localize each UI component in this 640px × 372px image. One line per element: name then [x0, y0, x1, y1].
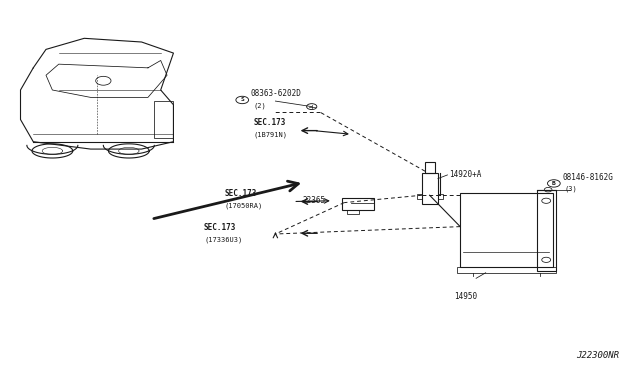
- Bar: [537, 190, 556, 271]
- Text: SEC.173: SEC.173: [225, 189, 257, 198]
- Text: (1B791N): (1B791N): [253, 131, 287, 138]
- Bar: [417, 195, 422, 199]
- Bar: [342, 198, 374, 210]
- Bar: [438, 195, 443, 199]
- Text: SEC.173: SEC.173: [204, 223, 236, 232]
- Text: SEC.173: SEC.173: [253, 118, 285, 127]
- Text: 08363-6202D: 08363-6202D: [250, 90, 301, 99]
- Bar: [425, 162, 435, 173]
- Text: (17050RA): (17050RA): [225, 202, 262, 209]
- Text: S: S: [241, 97, 244, 102]
- Bar: [422, 173, 438, 205]
- Bar: [460, 193, 552, 267]
- Text: 08146-8162G: 08146-8162G: [562, 173, 613, 182]
- Bar: [154, 101, 173, 138]
- Text: (3): (3): [564, 186, 577, 192]
- Text: 14950: 14950: [454, 292, 477, 301]
- Text: B: B: [552, 181, 556, 186]
- Bar: [457, 267, 556, 273]
- Text: (17336U3): (17336U3): [204, 237, 243, 243]
- Text: J22300NR: J22300NR: [577, 350, 620, 359]
- Bar: [348, 210, 359, 214]
- Text: 22365: 22365: [302, 196, 325, 205]
- Text: 14920+A: 14920+A: [449, 170, 482, 179]
- Text: (2): (2): [253, 103, 266, 109]
